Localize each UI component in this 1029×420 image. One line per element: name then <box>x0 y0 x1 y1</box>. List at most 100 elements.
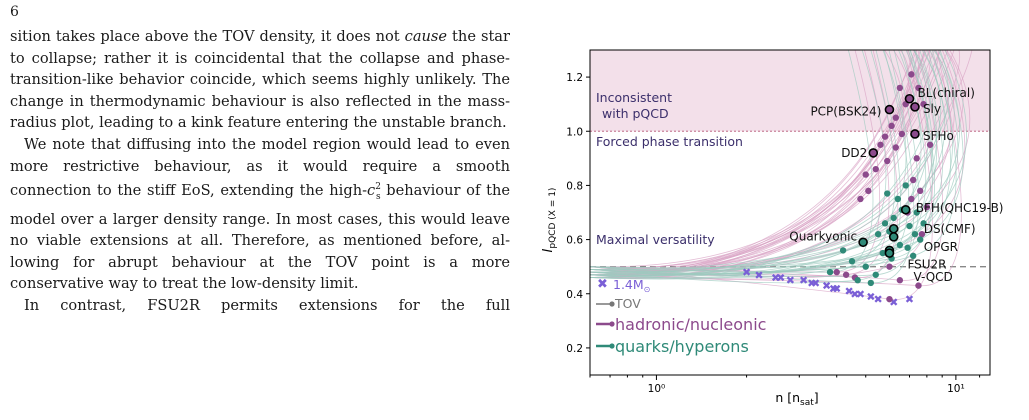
eos-highlight-point <box>884 248 895 258</box>
axes: IpQCD (X = 1) n [nsat] 0.2 0.4 0.6 0.8 1.0 1.… <box>541 49 991 408</box>
eos-curve <box>590 50 973 279</box>
plot-frame <box>589 49 991 376</box>
body-text-column: sition takes place above the TOV density… <box>10 26 510 316</box>
tov-point-quarks <box>867 279 875 287</box>
eos-curve <box>590 50 931 280</box>
mass-1.4-marker: ✖ <box>776 272 785 285</box>
page-number: 6 <box>10 4 19 20</box>
eos-highlight-point <box>910 129 920 139</box>
eos-label: OPGR <box>924 240 958 254</box>
mass-1.4-marker: ✖ <box>889 296 898 309</box>
tov-point-quarks <box>881 220 889 227</box>
tov-point-hadronic <box>918 230 926 238</box>
tov-point-quarks <box>920 220 927 227</box>
mass-1.4-marker: ✖ <box>807 277 816 290</box>
tov-point-hadronic <box>908 195 915 203</box>
region-label-with-pqcd: with pQCD <box>602 106 669 121</box>
eos-label: DS(CMF) <box>924 222 976 236</box>
tov-point-quarks <box>894 195 902 203</box>
mass-1.4-marker: ✖ <box>905 293 914 306</box>
tov-point-hadronic <box>892 114 899 121</box>
legend-dot-quarks <box>609 343 615 349</box>
legend: ✖ 1.4M⊙ TOV hadronic/nucleonic quarks/hy… <box>596 277 766 356</box>
y-tick-label: 1.2 <box>566 72 583 84</box>
y-tick-label: 1.0 <box>566 126 583 138</box>
tov-point-hadronic <box>898 130 906 138</box>
y-tick-label: 0.4 <box>566 289 583 301</box>
tov-point-hadronic <box>896 277 904 284</box>
mass-1.4-marker: ✖ <box>754 269 763 282</box>
tov-point-quarks <box>874 230 882 238</box>
tov-point-hadronic <box>915 282 922 289</box>
eos-label: Sly <box>923 102 941 116</box>
tov-point-hadronic <box>881 133 889 140</box>
mass-1.4-marker: ✖ <box>822 280 831 293</box>
eos-curve <box>590 50 967 280</box>
tov-point-hadronic <box>908 71 915 78</box>
mass-1.4-marker: ✖ <box>811 277 820 290</box>
tov-point-hadronic <box>915 84 922 92</box>
region-label-versatility: Maximal versatility <box>596 232 715 247</box>
tov-point-hadronic <box>884 157 891 165</box>
region-labels: Inconsistent with pQCD Forced phase tran… <box>596 90 743 247</box>
tov-point-quarks <box>911 230 919 238</box>
eos-label: Quarkyonic <box>789 229 857 243</box>
mass-1.4-marker: ✖ <box>786 274 795 287</box>
mass-1.4-marker: ✖ <box>742 266 751 279</box>
paragraph-1: sition takes place above the TOV density… <box>10 28 510 132</box>
tov-point-hadronic <box>865 187 872 195</box>
legend-label-hadronic: hadronic/nucleonic <box>615 315 766 334</box>
paragraph-3: In contrast, FSU2R permits extensions fo… <box>24 296 510 314</box>
mass-1.4-marker: ✖ <box>799 274 808 287</box>
eos-highlight-point <box>858 237 868 248</box>
eos-highlight-point <box>910 102 920 112</box>
eos-label: FSU2R <box>907 257 946 271</box>
eos-curve <box>590 50 921 278</box>
mass-1.4-marker: ✖ <box>771 272 780 285</box>
tov-point-hadronic <box>896 84 904 92</box>
tov-point-hadronic <box>888 122 895 130</box>
tov-point-hadronic <box>886 295 893 303</box>
y-tick-label: 0.6 <box>566 235 583 247</box>
legend-label-quarks: quarks/hyperons <box>615 337 749 356</box>
tov-point-quarks <box>884 190 891 197</box>
eos-highlight-point <box>868 148 879 158</box>
mass-1.4-marker: ✖ <box>832 282 841 295</box>
mass-1.4-marker: ✖ <box>850 288 859 301</box>
tov-point-quarks <box>904 244 911 251</box>
legend-marker-mass: ✖ <box>597 277 608 292</box>
legend-label-mass: 1.4M⊙ <box>613 277 650 294</box>
tov-point-quarks <box>826 268 834 276</box>
tov-point-quarks <box>854 277 861 284</box>
x-tick-label: 10¹ <box>947 383 965 395</box>
tov-point-hadronic <box>926 141 934 148</box>
tov-point-quarks <box>848 258 856 265</box>
tov-point-hadronic <box>877 141 884 148</box>
eos-curve <box>590 50 955 273</box>
y-tick-label: 0.2 <box>566 343 583 355</box>
plot-area: ✖ ✖ ✖ ✖ ✖ ✖ ✖ ✖ ✖ ✖✖ ✖ ✖ ✖ ✖ ✖ ✖ ✖BL(chiral)SlyPCP(BSK24… <box>590 50 1004 309</box>
figure-ipqcd-vs-density: ✖ ✖ ✖ ✖ ✖ ✖ ✖ ✖ ✖ ✖✖ ✖ ✖ ✖ ✖ ✖ ✖ ✖BL(chiral)SlyPCP(BSK24… <box>541 49 1004 408</box>
mass-1.4-marker: ✖ <box>874 293 883 306</box>
tov-point-hadronic <box>920 100 927 108</box>
region-label-forced: Forced phase transition <box>596 134 743 149</box>
eos-curve <box>590 50 964 276</box>
tov-point-hadronic <box>892 144 899 151</box>
eos-label: V-QCD <box>913 270 952 284</box>
mass-1.4-marker: ✖ <box>856 288 865 301</box>
tov-point-hadronic <box>923 203 931 211</box>
eos-label: BFH(QHC19-B) <box>916 201 1004 215</box>
eos-label: PCP(BSK24) <box>810 105 881 119</box>
paragraph-2: We note that diffusing into the model re… <box>10 135 510 293</box>
legend-dot-hadronic <box>609 321 615 327</box>
eos-curve <box>590 50 928 269</box>
eos-label: SFHo <box>923 129 954 143</box>
tov-point-hadronic <box>909 176 917 184</box>
tov-point-quarks <box>890 214 897 222</box>
tov-point-quarks <box>879 249 886 257</box>
tov-point-hadronic <box>857 195 864 203</box>
tov-point-hadronic <box>916 187 924 195</box>
eos-highlight-point <box>904 93 915 104</box>
tov-point-quarks <box>916 236 924 243</box>
tov-point-quarks <box>839 247 847 254</box>
